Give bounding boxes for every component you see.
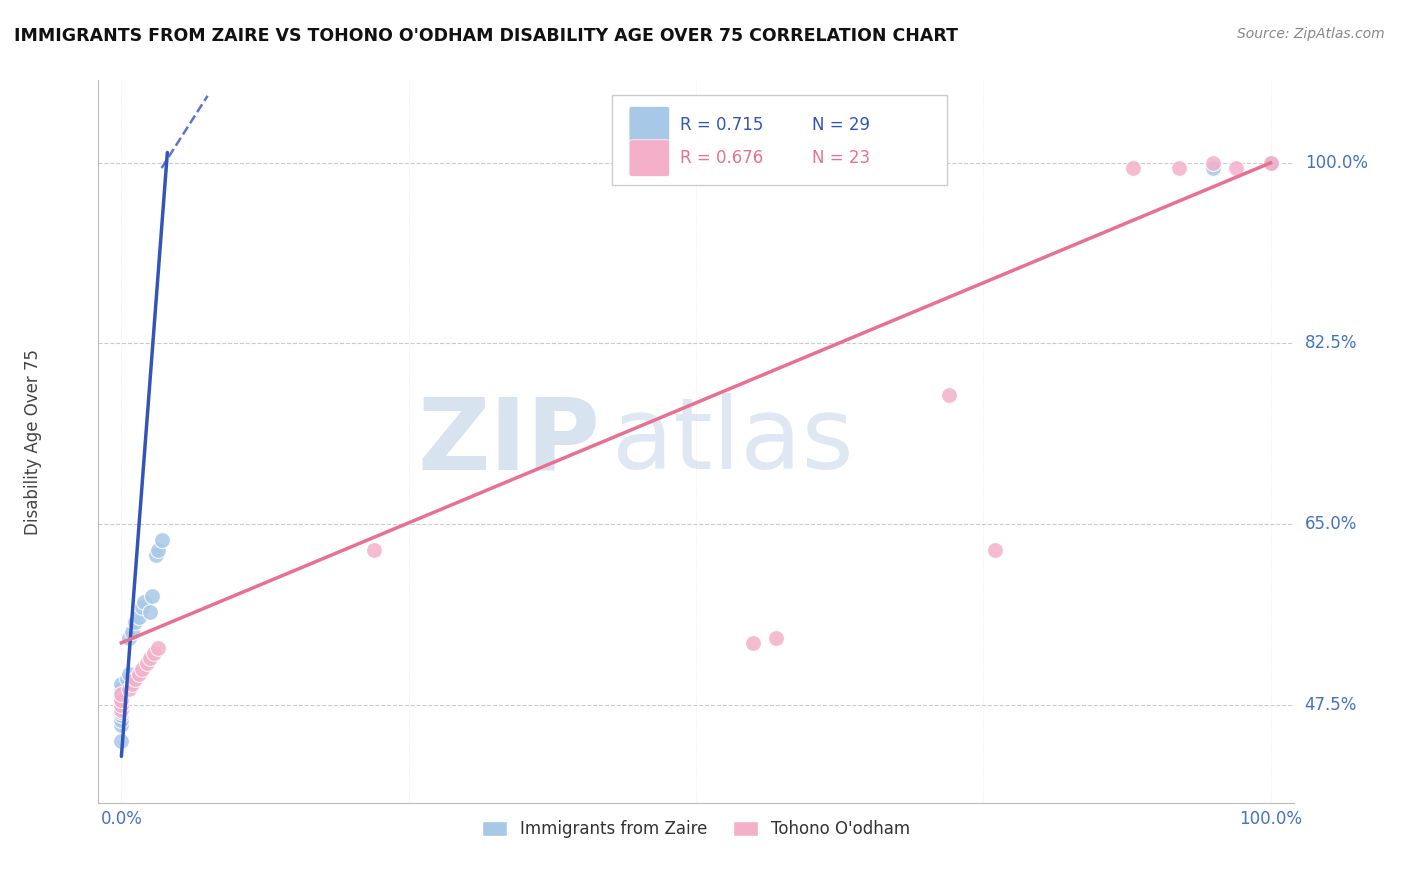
Text: 47.5%: 47.5% [1305,696,1357,714]
Point [110,682,132,697]
Point [742,636,765,650]
Text: atlas: atlas [613,393,853,490]
Point [148,640,170,655]
Point [110,734,132,748]
Point [110,705,132,719]
FancyBboxPatch shape [628,140,669,177]
Text: 65.0%: 65.0% [1305,515,1357,533]
Point [363,542,385,557]
Point [124,615,146,630]
Point [110,687,132,701]
Point [142,646,165,660]
FancyBboxPatch shape [628,106,669,144]
Text: N = 29: N = 29 [811,116,870,134]
Text: 100.0%: 100.0% [1305,153,1368,172]
Point [1167,161,1189,175]
Text: R = 0.715: R = 0.715 [681,116,763,134]
Point [124,672,146,686]
FancyBboxPatch shape [613,95,948,185]
Point [765,631,787,645]
Point [139,605,162,619]
Text: Disability Age Over 75: Disability Age Over 75 [24,349,42,534]
Point [110,687,132,701]
Point [110,703,132,717]
Point [1122,161,1144,175]
Point [139,651,162,665]
Point [984,542,1007,557]
Point [1202,156,1225,170]
Point [118,666,141,681]
Point [128,610,150,624]
Text: ZIP: ZIP [418,393,600,490]
Point [110,690,132,705]
Point [150,533,173,547]
Point [128,666,150,681]
Point [110,718,132,732]
Point [131,599,153,614]
Point [1260,156,1282,170]
Point [1225,161,1247,175]
Text: 82.5%: 82.5% [1305,334,1357,352]
Text: Source: ZipAtlas.com: Source: ZipAtlas.com [1237,27,1385,41]
Point [110,708,132,723]
Text: N = 23: N = 23 [811,149,870,167]
Text: R = 0.676: R = 0.676 [681,149,763,167]
Point [1260,156,1282,170]
Point [118,631,141,645]
Point [148,542,170,557]
Point [110,695,132,709]
Point [110,713,132,727]
Point [121,625,143,640]
Legend: Immigrants from Zaire, Tohono O'odham: Immigrants from Zaire, Tohono O'odham [475,814,917,845]
Point [145,548,167,562]
Point [131,662,153,676]
Point [110,684,132,698]
Point [938,388,960,402]
Point [141,590,163,604]
Point [110,698,132,712]
Point [110,701,132,715]
Point [118,682,141,697]
Point [110,698,132,712]
Point [115,672,138,686]
Point [121,677,143,691]
Point [110,692,132,706]
Point [110,677,132,691]
Point [1202,161,1225,175]
Point [135,657,157,671]
Point [134,594,156,608]
Text: IMMIGRANTS FROM ZAIRE VS TOHONO O'ODHAM DISABILITY AGE OVER 75 CORRELATION CHART: IMMIGRANTS FROM ZAIRE VS TOHONO O'ODHAM … [14,27,957,45]
Point [110,692,132,706]
